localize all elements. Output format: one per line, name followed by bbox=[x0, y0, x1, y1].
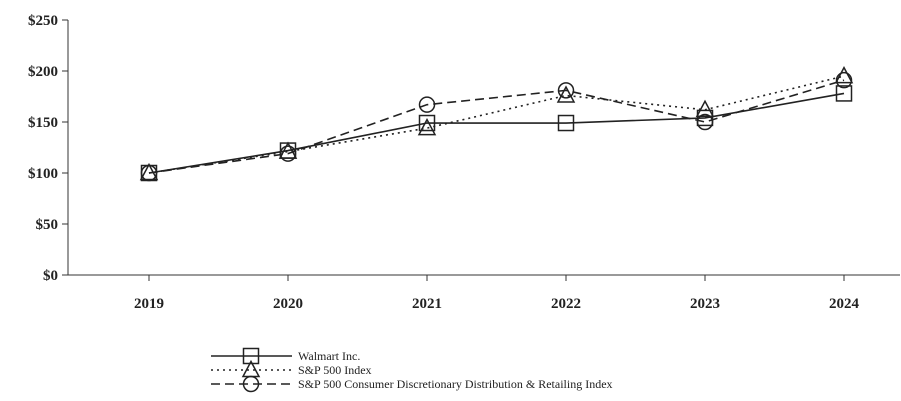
x-tick-label: 2019 bbox=[134, 296, 164, 312]
y-tick-label: $150 bbox=[28, 115, 58, 131]
legend-label: S&P 500 Consumer Discretionary Distribut… bbox=[298, 377, 613, 391]
x-tick-label: 2023 bbox=[690, 296, 720, 312]
data-point-walmart bbox=[835, 85, 853, 102]
data-point-walmart bbox=[418, 114, 436, 132]
legend-item-walmart: Walmart Inc. bbox=[211, 347, 360, 365]
series-line-sp500-consumer-discretionary bbox=[148, 79, 845, 174]
chart-axes bbox=[67, 20, 900, 276]
series-walmart bbox=[140, 85, 853, 182]
data-point-sp500-consumer-discretionary bbox=[696, 113, 714, 131]
x-tick-label: 2022 bbox=[551, 296, 581, 312]
y-tick-label: $50 bbox=[36, 217, 59, 233]
data-point-sp500 bbox=[834, 66, 854, 84]
data-point-sp500 bbox=[556, 85, 576, 103]
data-point-sp500-consumer-discretionary bbox=[279, 145, 297, 162]
legend-marker bbox=[242, 375, 260, 393]
legend-marker bbox=[242, 347, 260, 365]
data-point-sp500 bbox=[695, 99, 715, 118]
data-point-sp500 bbox=[278, 141, 298, 159]
y-tick-label: $0 bbox=[43, 268, 58, 284]
legend-label: S&P 500 Index bbox=[298, 363, 372, 377]
data-point-sp500-consumer-discretionary bbox=[835, 71, 853, 89]
y-tick-label: $200 bbox=[28, 64, 58, 80]
y-tick-label: $100 bbox=[28, 166, 58, 182]
data-point-walmart bbox=[557, 114, 575, 132]
legend-label: Walmart Inc. bbox=[298, 349, 360, 363]
legend-item-sp500-consumer-discretionary: S&P 500 Consumer Discretionary Distribut… bbox=[211, 375, 613, 393]
data-point-sp500-consumer-discretionary bbox=[140, 164, 158, 182]
x-tick-label: 2020 bbox=[273, 296, 303, 312]
x-axis-ticks: 2019 2020 2021 2022 2023 2024 bbox=[134, 275, 860, 312]
x-tick-label: 2024 bbox=[829, 296, 860, 312]
data-point-sp500 bbox=[417, 118, 437, 136]
series-line-walmart bbox=[148, 92, 845, 174]
y-axis-ticks: $0 $50 $100 $150 $200 $250 bbox=[28, 13, 68, 284]
series-layer bbox=[139, 66, 854, 182]
data-point-sp500-consumer-discretionary bbox=[557, 82, 575, 99]
y-tick-label: $250 bbox=[28, 13, 58, 29]
data-point-sp500-consumer-discretionary bbox=[418, 96, 436, 113]
series-sp500-consumer-discretionary bbox=[140, 71, 853, 182]
legend-item-sp500: S&P 500 Index bbox=[211, 359, 372, 378]
x-tick-label: 2021 bbox=[412, 296, 442, 312]
